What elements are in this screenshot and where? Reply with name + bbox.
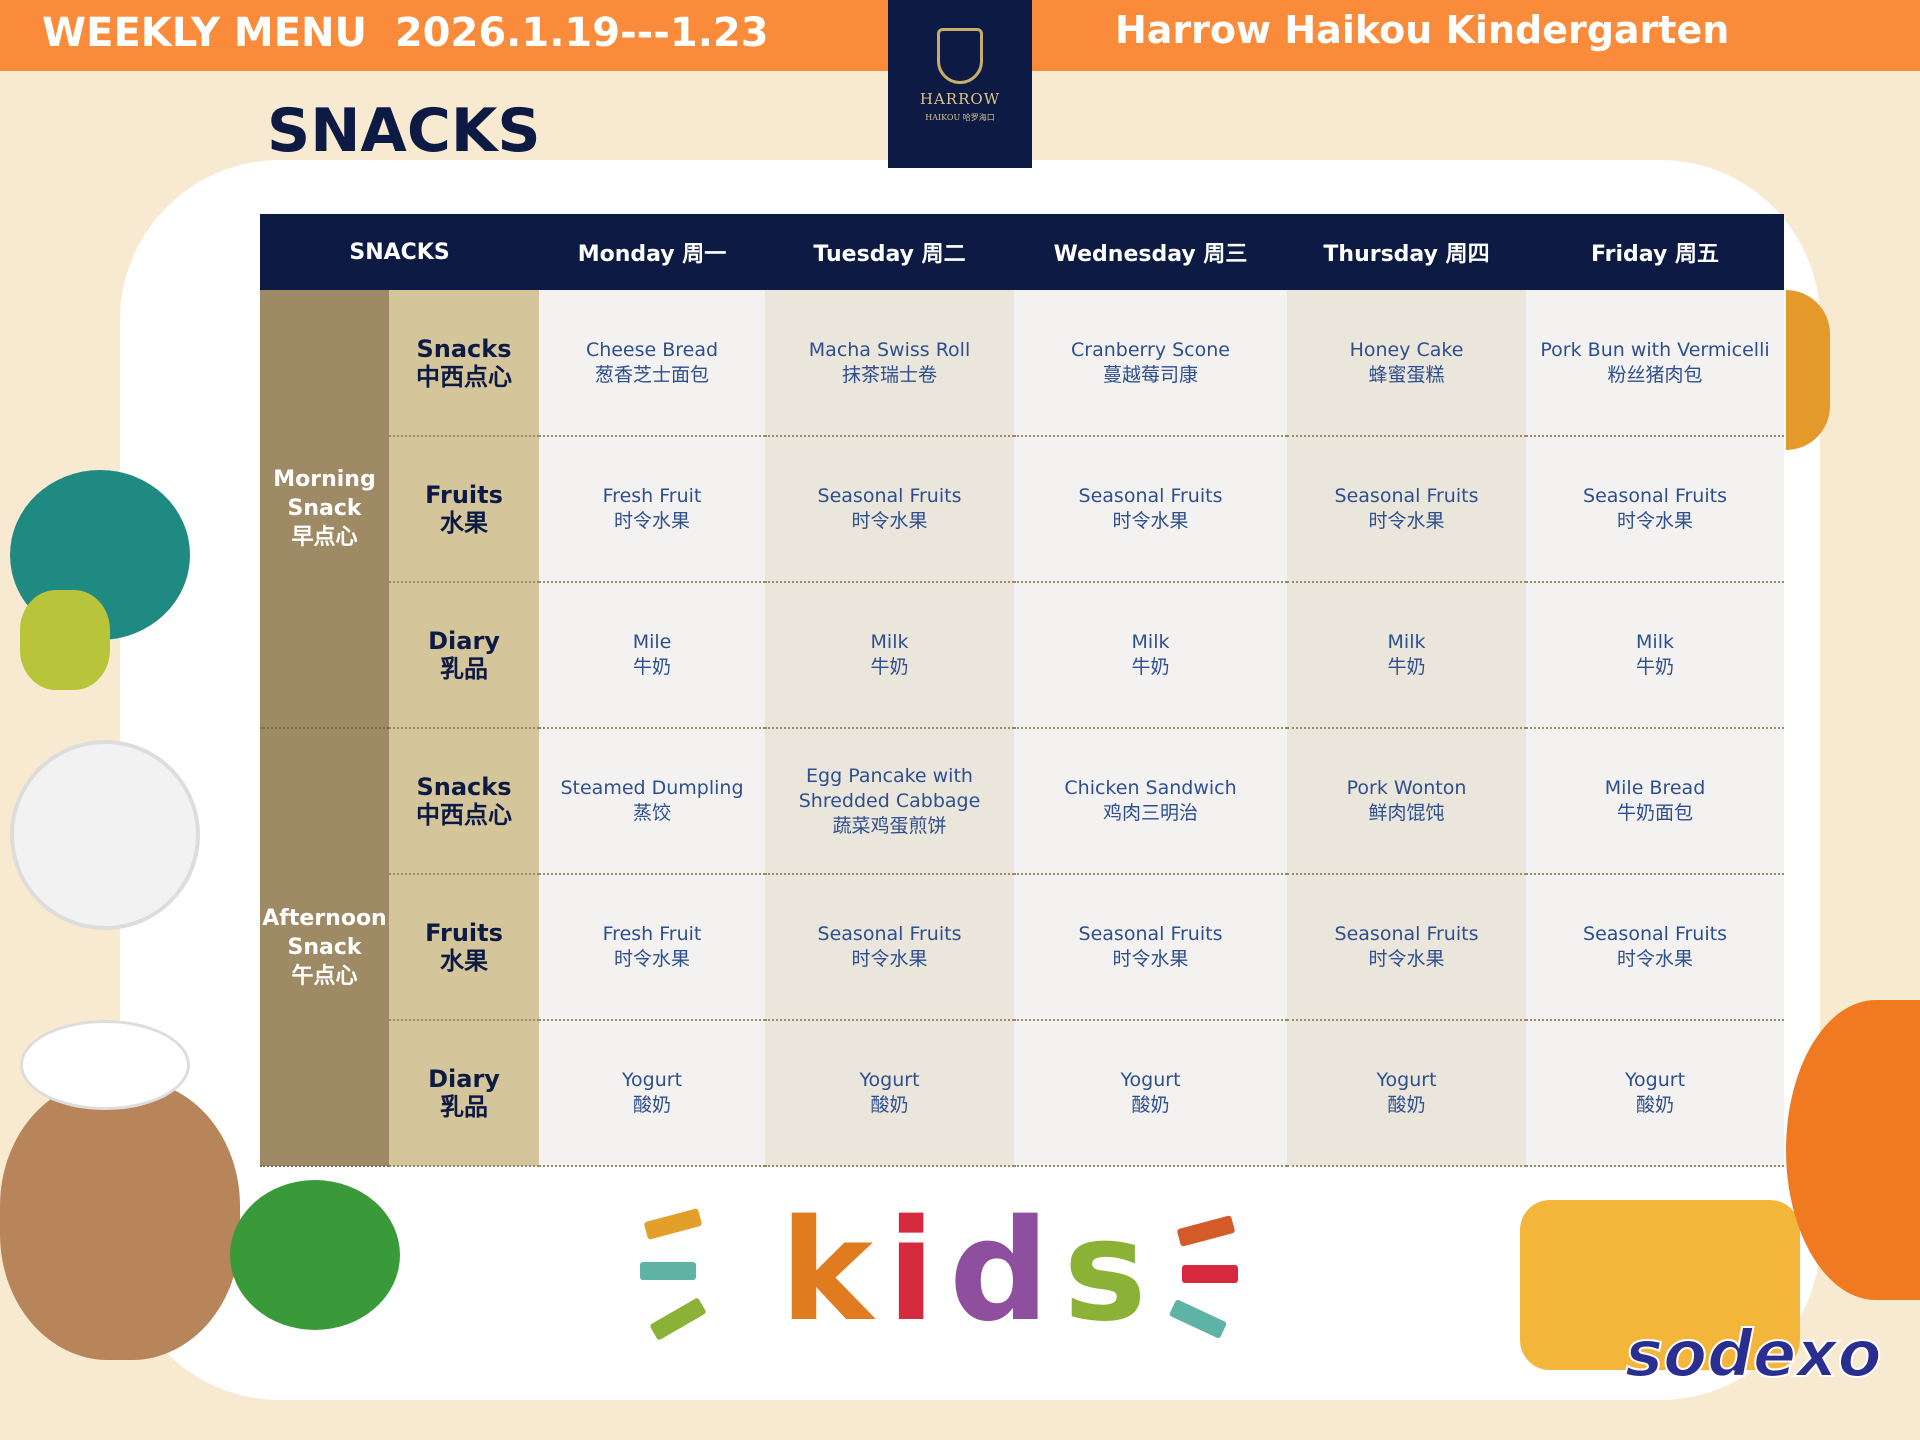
table-row: Afternoon Snack 午点心 Snacks 中西点心 Steamed Dumpl… — [260, 728, 1785, 1167]
menu-item: Seasonal Fruits 时令水果 — [1526, 436, 1785, 583]
chef-bear-illustration — [0, 1080, 240, 1360]
kids-dash — [640, 1262, 696, 1280]
broccoli-illustration-2 — [230, 1180, 400, 1330]
menu-item: Milk 牛奶 — [1014, 582, 1288, 729]
menu-item: Milk 牛奶 — [765, 582, 1015, 729]
menu-item: Egg Pancake with Shredded Cabbage 蔬菜鸡蛋煎饼 — [765, 728, 1015, 875]
column-header: Friday 周五 — [1526, 214, 1785, 290]
menu-item: Cheese Bread 葱香芝士面包 — [539, 290, 766, 437]
table-row: Diary 乳品 Yogurt 酸奶 Yogurt 酸奶 Yogurt 酸奶 Yogurt 酸奶 Y… — [260, 1020, 1785, 1167]
menu-item: Fresh Fruit 时令水果 — [539, 436, 766, 583]
orange-illustration — [1786, 290, 1830, 450]
menu-item: Milk 牛奶 — [1526, 582, 1785, 729]
crest-icon — [937, 28, 983, 84]
menu-item: Mile 牛奶 — [539, 582, 766, 729]
column-header: Tuesday 周二 — [765, 214, 1015, 290]
menu-item: Cranberry Scone 蔓越莓司康 — [1014, 290, 1288, 437]
menu-item: Milk 牛奶 — [1287, 582, 1527, 729]
category-label: Snacks 中西点心 — [389, 728, 540, 875]
page-title: SNACKS — [267, 96, 541, 166]
kids-letter: s — [1063, 1190, 1147, 1353]
table-row: Diary 乳品 Mile 牛奶 Milk 牛奶 Milk 牛奶 Milk 牛奶 Milk 牛奶 — [260, 582, 1785, 729]
column-header: Thursday 周四 — [1287, 214, 1527, 290]
table-row: Fruits 水果 Fresh Fruit 时令水果 Seasonal Fruits 时令… — [260, 436, 1785, 583]
chef-hat-illustration — [20, 1020, 190, 1110]
menu-item: Seasonal Fruits 时令水果 — [765, 874, 1015, 1021]
kids-letter: i — [887, 1190, 936, 1353]
category-label: Snacks 中西点心 — [389, 290, 540, 437]
meal-group-label: Afternoon Snack 午点心 — [260, 728, 389, 1167]
menu-item: Yogurt 酸奶 — [765, 1020, 1015, 1167]
menu-week-title: WEEKLY MENU 2026.1.19---1.23 — [42, 10, 769, 56]
column-header: Wednesday 周三 — [1014, 214, 1288, 290]
kids-letter: k — [780, 1190, 874, 1353]
column-header: SNACKS — [260, 214, 540, 290]
menu-item: Seasonal Fruits 时令水果 — [1287, 874, 1527, 1021]
menu-item: Macha Swiss Roll 抹茶瑞士卷 — [765, 290, 1015, 437]
category-label: Diary 乳品 — [389, 582, 540, 729]
menu-item: Yogurt 酸奶 — [1526, 1020, 1785, 1167]
broccoli-stem-illustration — [20, 590, 110, 690]
category-label: Fruits 水果 — [389, 874, 540, 1021]
menu-item: Seasonal Fruits 时令水果 — [1014, 436, 1288, 583]
cheese-illustration — [1520, 1200, 1800, 1370]
menu-item: Seasonal Fruits 时令水果 — [765, 436, 1015, 583]
kids-letter: d — [949, 1190, 1050, 1353]
school-name: Harrow Haikou Kindergarten — [1115, 8, 1730, 52]
menu-item: Yogurt 酸奶 — [539, 1020, 766, 1167]
menu-item: Pork Bun with Vermicelli 粉丝猪肉包 — [1526, 290, 1785, 437]
carrot-illustration — [1786, 1000, 1920, 1300]
category-label: Diary 乳品 — [389, 1020, 540, 1167]
menu-item: Steamed Dumpling 蒸饺 — [539, 728, 766, 875]
logo-subtext: HAIKOU 哈罗海口 — [925, 113, 995, 122]
menu-item: Mile Bread 牛奶面包 — [1526, 728, 1785, 875]
column-header: Monday 周一 — [539, 214, 766, 290]
harrow-logo: HARROW HAIKOU 哈罗海口 — [888, 0, 1032, 168]
sodexo-logo: sodexo — [1624, 1317, 1883, 1393]
kids-dash — [1182, 1265, 1238, 1283]
logo-text: HARROW — [919, 90, 1001, 108]
menu-item: Fresh Fruit 时令水果 — [539, 874, 766, 1021]
table-row: Fruits 水果 Fresh Fruit 时令水果 Seasonal Fruits 时令… — [260, 874, 1785, 1021]
menu-item: Chicken Sandwich 鸡肉三明治 — [1014, 728, 1288, 875]
menu-item: Yogurt 酸奶 — [1287, 1020, 1527, 1167]
menu-item: Seasonal Fruits 时令水果 — [1287, 436, 1527, 583]
category-label: Fruits 水果 — [389, 436, 540, 583]
meal-group-label: Morning Snack 早点心 — [260, 290, 389, 729]
plate-illustration — [10, 740, 200, 930]
snack-menu-table: SNACKS Monday 周一 Tuesday 周二 Wednesday 周三 Thu… — [260, 214, 1785, 1167]
table-row: Morning Snack 早点心 Snacks 中西点心 Cheese Bread 葱香芝… — [260, 290, 1785, 729]
menu-item: Seasonal Fruits 时令水果 — [1014, 874, 1288, 1021]
menu-item: Seasonal Fruits 时令水果 — [1526, 874, 1785, 1021]
menu-item: Pork Wonton 鲜肉馄饨 — [1287, 728, 1527, 875]
menu-item: Honey Cake 蜂蜜蛋糕 — [1287, 290, 1527, 437]
menu-item: Yogurt 酸奶 — [1014, 1020, 1288, 1167]
